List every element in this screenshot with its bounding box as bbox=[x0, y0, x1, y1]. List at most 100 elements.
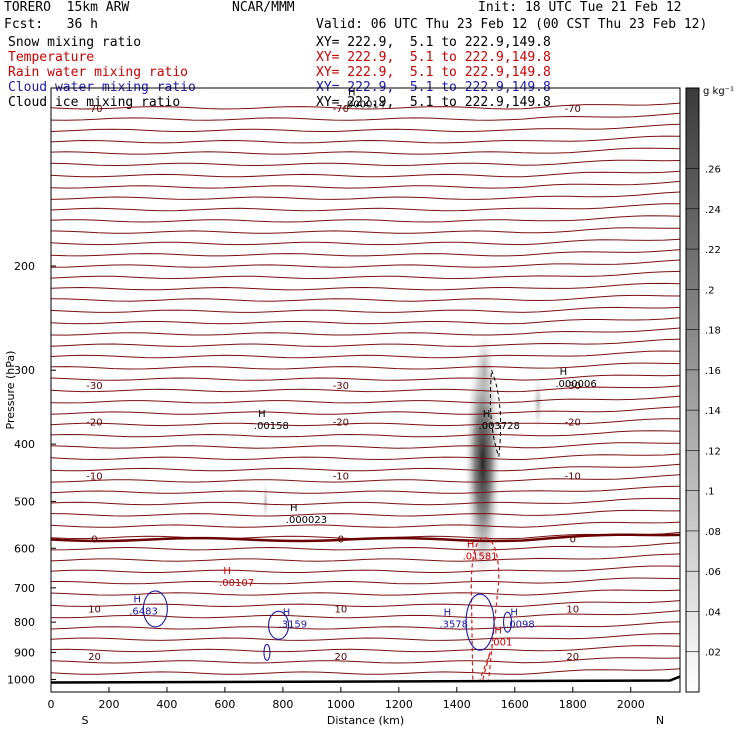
colorbar-tick-label: .2 bbox=[705, 285, 715, 296]
isotherm-label: -70 bbox=[333, 104, 349, 115]
isotherm-line bbox=[50, 430, 681, 438]
valid-time: Valid: 06 UTC Thu 23 Feb 12 (00 CST Thu … bbox=[316, 17, 708, 32]
isotherm-line bbox=[50, 123, 681, 133]
isotherm-line bbox=[50, 362, 681, 370]
cloud-water-contour bbox=[465, 593, 495, 651]
x-axis-label: Distance (km) bbox=[327, 714, 404, 727]
isotherm-line bbox=[50, 509, 680, 517]
isotherm-label: 0 bbox=[570, 535, 576, 546]
isotherm-line bbox=[50, 203, 680, 212]
colorbar-tick-label: .1 bbox=[705, 487, 715, 498]
isotherm-line bbox=[50, 159, 681, 167]
maximum-value: .00107 bbox=[219, 578, 254, 589]
isotherm-line bbox=[50, 102, 681, 110]
isotherm-label: 20 bbox=[566, 652, 579, 663]
y-tick-label: 300 bbox=[14, 364, 35, 377]
isotherm-line bbox=[50, 463, 681, 472]
isotherm-label: -20 bbox=[86, 417, 102, 428]
maximum-value: .001 bbox=[490, 638, 512, 649]
temperature-contours bbox=[50, 102, 681, 684]
maximum-value: .0098 bbox=[506, 619, 535, 630]
isotherm-label: -10 bbox=[86, 471, 102, 482]
isotherm-line bbox=[50, 442, 681, 449]
isotherm-line bbox=[50, 170, 681, 178]
y-tick-label: 800 bbox=[14, 616, 35, 629]
cloud-ice-contour bbox=[489, 370, 502, 457]
y-tick-label: 700 bbox=[14, 582, 35, 595]
isotherm-line bbox=[50, 350, 681, 359]
axes: 0 200 400 600 800 1000 1200 1400 1600 1800 2000200… bbox=[4, 260, 664, 727]
isotherm-line bbox=[50, 294, 681, 302]
x-tick-label: 1000 bbox=[327, 698, 355, 711]
isotherm-line bbox=[50, 497, 681, 506]
isotherm-line bbox=[50, 112, 681, 121]
colorbar-tick-label: .14 bbox=[705, 406, 721, 417]
cloud-water-contour bbox=[502, 611, 513, 633]
colorbar-unit: g kg⁻¹ bbox=[703, 86, 734, 97]
isotherm-label: -30 bbox=[565, 381, 581, 392]
isotherm-line bbox=[50, 657, 681, 664]
colorbar-tick-label: .08 bbox=[705, 527, 721, 538]
field-name-rain: Rain water mixing ratio bbox=[8, 65, 189, 80]
maximum-marker: H bbox=[290, 503, 298, 514]
isotherm-label: 20 bbox=[88, 652, 101, 663]
isotherm-line bbox=[50, 249, 681, 257]
field-xy-snow: XY= 222.9, 5.1 to 222.9,149.8 bbox=[316, 35, 551, 50]
colorbar-gradient bbox=[685, 87, 700, 693]
maximum-marker: H bbox=[223, 566, 231, 577]
isotherm-line bbox=[50, 610, 681, 619]
colorbar-tick-label: .12 bbox=[705, 446, 721, 457]
isotherm-line bbox=[50, 589, 681, 596]
isotherm-line bbox=[50, 621, 681, 630]
colorbar-tick-label: .22 bbox=[705, 245, 721, 256]
maximum-value: .000014 bbox=[344, 99, 385, 110]
snow-north-shading bbox=[532, 374, 543, 431]
isotherm-line bbox=[50, 385, 681, 393]
isotherm-line bbox=[50, 633, 681, 641]
isotherm-line bbox=[50, 317, 681, 325]
x-tick-label: 0 bbox=[48, 698, 55, 711]
maximum-marker: H bbox=[133, 594, 141, 605]
isotherm-label: -20 bbox=[565, 417, 581, 428]
maximum-marker: H bbox=[560, 367, 568, 378]
isotherm-label: 10 bbox=[566, 604, 579, 615]
model-title: TORERO 15km ARW bbox=[4, 0, 130, 15]
maximum-marker: H bbox=[258, 409, 266, 420]
isotherm-line bbox=[50, 395, 681, 404]
maximum-value: .3159 bbox=[279, 619, 308, 630]
field-xy-rain: XY= 222.9, 5.1 to 222.9,149.8 bbox=[316, 65, 551, 80]
isotherm-line bbox=[50, 453, 681, 461]
y-tick-label: 200 bbox=[14, 260, 35, 273]
isotherm-label: -30 bbox=[86, 381, 102, 392]
isotherm-line bbox=[50, 191, 681, 200]
maximum-value: .000023 bbox=[286, 515, 327, 526]
south-end-label: S bbox=[82, 714, 89, 727]
x-tick-label: 1400 bbox=[443, 698, 471, 711]
chart-header: TORERO 15km ARW NCAR/MMM Init: 18 UTC Tu… bbox=[0, 0, 740, 112]
x-tick-label: 2000 bbox=[617, 698, 645, 711]
isotherm-line bbox=[50, 270, 681, 280]
x-tick-label: 800 bbox=[272, 698, 293, 711]
colorbar-tick-label: .04 bbox=[705, 607, 721, 618]
isotherm-line bbox=[50, 418, 680, 427]
contour-labels: -70 -70 -70 -30 -30 -30 -20 -20 -20 -10 -10 -10 0 0 0 1… bbox=[86, 87, 596, 662]
isotherm-label: -30 bbox=[333, 381, 349, 392]
field-name-snow: Snow mixing ratio bbox=[8, 35, 142, 50]
maximum-value: .003728 bbox=[479, 421, 520, 432]
isotherm-line bbox=[50, 406, 681, 415]
x-tick-label: 600 bbox=[214, 698, 235, 711]
organization: NCAR/MMM bbox=[232, 0, 295, 15]
maximum-marker: H bbox=[494, 626, 502, 637]
colorbar-tick-label: .06 bbox=[705, 567, 721, 578]
isotherm-label: -20 bbox=[333, 417, 349, 428]
isotherm-label: 10 bbox=[334, 604, 347, 615]
colorbar-tick-label: .24 bbox=[705, 205, 721, 216]
isotherm-label: -10 bbox=[565, 471, 581, 482]
field-name-cloud-ice: Cloud ice mixing ratio bbox=[8, 95, 181, 110]
y-tick-label: 500 bbox=[14, 495, 35, 508]
colorbar-tick-label: .18 bbox=[705, 326, 721, 337]
field-xy-temperature: XY= 222.9, 5.1 to 222.9,149.8 bbox=[316, 50, 551, 65]
isotherm-line bbox=[50, 327, 681, 336]
y-tick-label: 600 bbox=[14, 542, 35, 555]
y-tick-label: 900 bbox=[14, 646, 35, 659]
